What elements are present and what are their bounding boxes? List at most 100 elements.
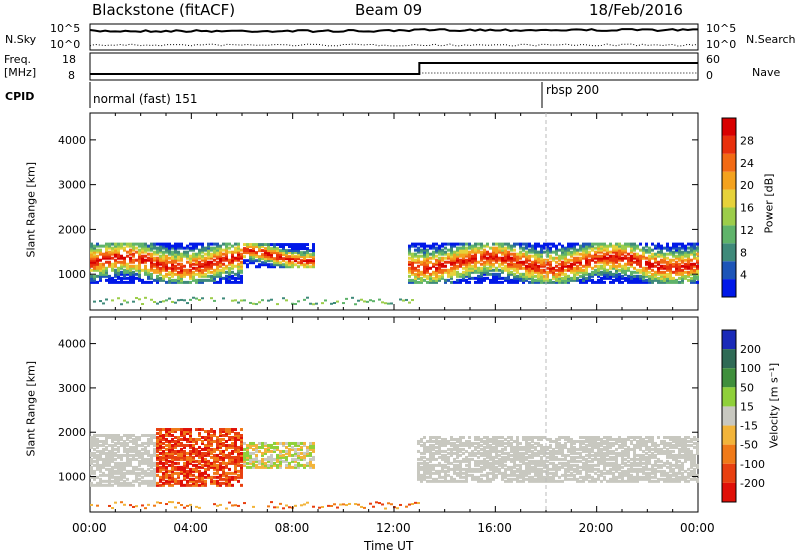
velocity-cell xyxy=(543,477,546,481)
power-cell xyxy=(534,254,537,258)
power-cell xyxy=(438,250,441,254)
power-cell xyxy=(285,263,288,267)
power-cell xyxy=(555,280,558,284)
velocity-cell xyxy=(303,455,306,459)
velocity-cell xyxy=(195,459,198,463)
velocity-cell xyxy=(549,449,552,453)
power-cell xyxy=(651,280,654,284)
velocity-cell xyxy=(486,453,489,457)
power-cell xyxy=(663,278,666,282)
velocity-cell xyxy=(276,455,279,459)
velocity-cell xyxy=(210,447,213,451)
power-cell xyxy=(99,264,102,268)
power-cell xyxy=(450,250,453,254)
power-cell xyxy=(660,264,663,268)
velocity-cell xyxy=(264,447,267,451)
velocity-cell xyxy=(459,467,462,471)
velocity-cell xyxy=(582,455,585,459)
power-cell xyxy=(537,268,540,272)
velocity-cell xyxy=(483,457,486,461)
velocity-cell xyxy=(186,451,189,455)
power-cell xyxy=(504,248,507,252)
velocity-cell xyxy=(228,432,231,436)
velocity-cell xyxy=(192,481,195,485)
power-cell xyxy=(312,245,315,249)
power-cell xyxy=(120,264,123,268)
power-cell xyxy=(459,242,462,246)
velocity-cell xyxy=(153,443,156,447)
power-cell xyxy=(288,265,291,269)
power-cell xyxy=(456,272,459,276)
power-cell xyxy=(465,274,468,278)
power-cell xyxy=(141,244,144,248)
velocity-cell xyxy=(111,435,114,439)
velocity-cell xyxy=(486,435,489,439)
power-cell xyxy=(201,262,204,266)
power-cell xyxy=(237,256,240,260)
power-cell xyxy=(468,252,471,256)
power-cell xyxy=(309,253,312,257)
velocity-cell xyxy=(423,463,426,467)
power-cell xyxy=(630,256,633,260)
velocity-cell xyxy=(114,451,117,455)
velocity-cell xyxy=(480,437,483,441)
velocity-cell xyxy=(159,434,162,437)
velocity-cell xyxy=(498,467,501,471)
power-cell xyxy=(168,270,171,274)
velocity-cell xyxy=(513,469,516,473)
power-cell xyxy=(96,280,99,284)
power-cell xyxy=(528,258,531,262)
power-cell xyxy=(492,274,495,278)
power-cell xyxy=(624,242,627,246)
power-cell xyxy=(120,303,123,306)
velocity-cell xyxy=(282,455,285,459)
velocity-cell xyxy=(612,455,615,459)
power-cell xyxy=(291,251,294,255)
velocity-cell xyxy=(168,463,171,467)
velocity-cell xyxy=(144,461,147,465)
power-cell xyxy=(420,250,423,254)
nsearch-label: N.Search xyxy=(746,33,796,46)
velocity-cell xyxy=(582,445,585,449)
velocity-cell xyxy=(615,463,618,467)
power-cell xyxy=(606,256,609,260)
velocity-cell xyxy=(117,475,120,479)
power-cell xyxy=(690,252,693,256)
power-cell xyxy=(198,266,201,270)
power-cell xyxy=(114,242,117,246)
power-cell xyxy=(213,278,216,282)
power-cell xyxy=(171,260,174,264)
power-cell xyxy=(573,272,576,276)
power-cell xyxy=(513,272,516,276)
velocity-cell xyxy=(600,437,603,441)
velocity-cell xyxy=(441,441,444,445)
velocity-cell xyxy=(546,473,549,477)
velocity-cell xyxy=(531,435,534,439)
velocity-cell xyxy=(465,449,468,453)
velocity-cell xyxy=(426,467,429,471)
velocity-cell xyxy=(444,457,447,461)
velocity-cell xyxy=(186,469,189,473)
power-cell xyxy=(468,250,471,254)
power-cell xyxy=(429,260,432,264)
velocity-cell xyxy=(111,483,114,487)
velocity-cell xyxy=(486,451,489,455)
velocity-cell xyxy=(519,453,522,457)
velocity-cell xyxy=(453,441,456,445)
power-cell xyxy=(174,250,177,254)
velocity-cell xyxy=(336,506,339,509)
power-cell xyxy=(633,274,636,278)
power-cell xyxy=(648,280,651,284)
power-cell xyxy=(165,256,168,260)
velocity-cell xyxy=(96,445,99,449)
power-cell xyxy=(168,252,171,256)
velocity-cell xyxy=(306,449,309,453)
velocity-cell xyxy=(540,447,543,451)
power-cell xyxy=(174,258,177,262)
velocity-cell xyxy=(498,461,501,465)
velocity-cell xyxy=(540,477,543,481)
velocity-cell xyxy=(99,467,102,471)
power-cell xyxy=(657,280,660,284)
velocity-cell xyxy=(204,447,207,451)
velocity-cell xyxy=(534,441,537,445)
